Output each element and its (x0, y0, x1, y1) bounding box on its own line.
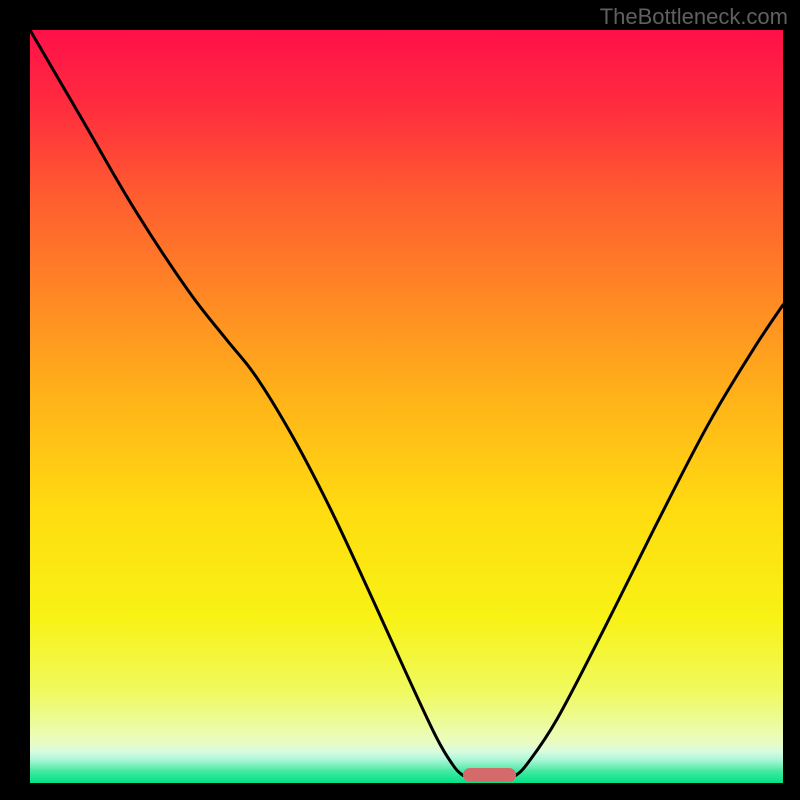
optimal-plateau-marker (463, 768, 516, 782)
bottleneck-curve (30, 30, 783, 783)
plot-area (30, 30, 783, 783)
watermark-text: TheBottleneck.com (600, 4, 788, 30)
chart-container: TheBottleneck.com (0, 0, 800, 800)
